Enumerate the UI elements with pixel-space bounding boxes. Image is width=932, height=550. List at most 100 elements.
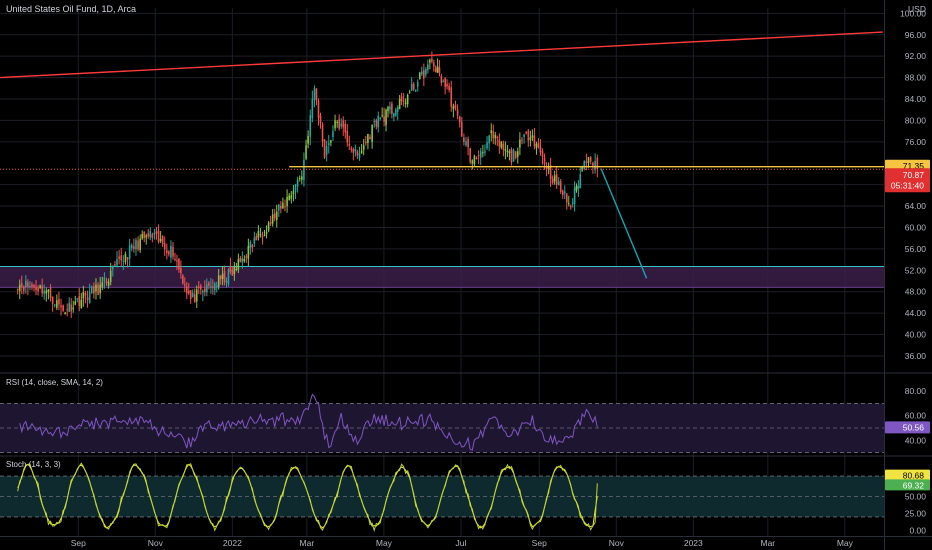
candle-body	[53, 304, 56, 306]
candle-body	[99, 284, 101, 294]
price-tick-label: 100.00	[900, 8, 926, 18]
candle-body	[193, 294, 196, 303]
candle-body	[490, 130, 493, 133]
candle-body	[537, 143, 540, 148]
candle-body	[354, 148, 357, 152]
candle-body	[336, 121, 338, 123]
candle-body	[301, 176, 303, 180]
candle-body	[594, 160, 596, 170]
candle-body	[199, 285, 202, 290]
candle-body	[101, 282, 104, 288]
candle-body	[290, 195, 293, 199]
candle-body	[80, 299, 83, 309]
candle-body	[84, 293, 87, 296]
candle-body	[182, 275, 184, 284]
candle-body	[563, 191, 566, 194]
candle-body	[334, 120, 336, 129]
candle-body	[25, 280, 27, 288]
candle-body	[545, 167, 548, 170]
candle-body	[492, 131, 495, 139]
candle-body	[460, 121, 463, 137]
price-tick-label: 84.00	[905, 94, 927, 104]
candle-body	[155, 231, 158, 234]
candle-body	[425, 69, 427, 75]
candle-body	[541, 151, 544, 157]
candle-body	[107, 281, 110, 286]
candle-body	[16, 288, 19, 291]
candle-body	[145, 235, 148, 238]
candle-body	[27, 282, 29, 287]
candle-body	[467, 139, 469, 148]
candle-body	[592, 162, 594, 166]
candle-body	[330, 140, 332, 143]
candle-body	[141, 233, 143, 239]
candle-body	[212, 286, 214, 288]
candle-body	[398, 99, 401, 109]
time-tick-label: Jul	[456, 538, 467, 548]
candle-body	[18, 284, 21, 292]
candle-body	[257, 231, 260, 238]
candle-body	[284, 206, 286, 208]
candle-body	[151, 234, 154, 238]
candle-body	[166, 250, 168, 253]
candle-body	[358, 152, 361, 158]
candle-body	[387, 106, 389, 112]
candle-body	[251, 244, 254, 248]
candle-body	[408, 91, 411, 93]
candle-body	[103, 277, 106, 282]
candle-body	[239, 258, 242, 262]
candle-body	[86, 297, 89, 300]
candle-body	[523, 134, 525, 137]
candle-body	[278, 204, 280, 211]
candle-body	[210, 286, 212, 288]
candle-body	[153, 232, 156, 235]
candle-body	[379, 118, 382, 120]
candle-body	[20, 283, 23, 287]
candle-body	[573, 187, 576, 204]
candle-body	[391, 103, 393, 114]
candle-body	[255, 235, 258, 241]
candle-body	[389, 106, 391, 110]
candle-body	[235, 268, 238, 270]
candle-body	[126, 257, 129, 260]
candle-body	[237, 259, 240, 270]
resistance-trendline	[0, 31, 883, 79]
chart-title: United States Oil Fund, 1D, Arca	[6, 4, 137, 14]
candle-body	[510, 149, 513, 163]
candle-body	[64, 312, 66, 315]
candle-body	[37, 288, 39, 292]
candle-body	[317, 100, 320, 118]
candle-body	[247, 245, 250, 259]
candle-body	[533, 135, 536, 147]
candle-body	[446, 83, 448, 87]
candle-body	[551, 178, 554, 184]
last-price-tag	[885, 168, 930, 193]
candle-body	[365, 141, 367, 143]
candle-body	[321, 124, 324, 142]
candle-body	[288, 195, 290, 201]
price-tick-label: 40.00	[905, 330, 927, 340]
candle-body	[292, 191, 295, 195]
candle-body	[90, 286, 93, 293]
candle-body	[402, 100, 405, 102]
candle-body	[185, 286, 188, 294]
candle-body	[323, 139, 326, 158]
candle-body	[516, 151, 519, 157]
candle-body	[47, 289, 50, 293]
candle-body	[159, 238, 162, 242]
candle-body	[231, 269, 234, 276]
rsi-value-label: 50.56	[903, 422, 925, 432]
candle-body	[219, 275, 222, 280]
candle-body	[49, 287, 52, 298]
candle-body	[500, 141, 503, 148]
demand-zone	[0, 266, 884, 288]
candle-body	[303, 159, 305, 180]
time-tick-label: Nov	[148, 538, 164, 548]
candle-body	[596, 157, 599, 170]
candle-body	[183, 284, 186, 286]
candle-body	[271, 214, 274, 224]
candle-body	[97, 284, 99, 295]
candle-body	[577, 185, 580, 189]
candle-body	[223, 271, 226, 283]
